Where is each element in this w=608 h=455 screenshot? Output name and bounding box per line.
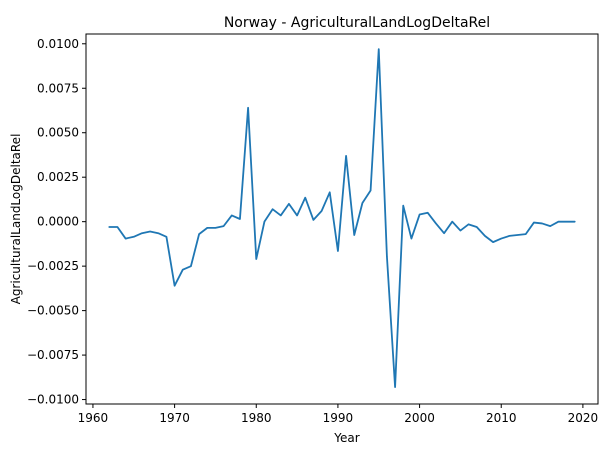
- y-tick-label: −0.0025: [27, 259, 79, 273]
- y-tick-label: −0.0075: [27, 348, 79, 362]
- y-axis-label: AgriculturalLandLogDeltaRel: [9, 134, 23, 305]
- series-line: [108, 48, 576, 389]
- x-tick-label: 1980: [241, 411, 272, 425]
- y-tick-label: 0.0000: [37, 215, 79, 229]
- plot-frame: [85, 33, 599, 405]
- x-axis-ticks: 1960 1970 1980 1990 2000 2010 2020: [78, 404, 598, 425]
- chart-title: Norway - AgriculturalLandLogDeltaRel: [224, 15, 490, 31]
- x-tick-label: 1990: [323, 411, 354, 425]
- x-axis-label: Year: [333, 431, 359, 445]
- x-tick-label: 1960: [78, 411, 109, 425]
- y-tick-label: −0.0100: [27, 393, 79, 407]
- x-tick-label: 1970: [159, 411, 190, 425]
- y-tick-label: 0.0100: [37, 37, 79, 51]
- y-tick-label: 0.0075: [37, 81, 79, 95]
- y-tick-label: −0.0050: [27, 304, 79, 318]
- x-tick-label: 2010: [486, 411, 517, 425]
- y-tick-label: 0.0025: [37, 170, 79, 184]
- series-layer: [108, 48, 576, 389]
- y-tick-label: 0.0050: [37, 126, 79, 140]
- y-axis-ticks: 0.0100 0.0075 0.0050 0.0025 0.0000 −0.0025 −0.…: [27, 37, 86, 407]
- x-tick-label: 2000: [404, 411, 435, 425]
- x-tick-label: 2020: [568, 411, 599, 425]
